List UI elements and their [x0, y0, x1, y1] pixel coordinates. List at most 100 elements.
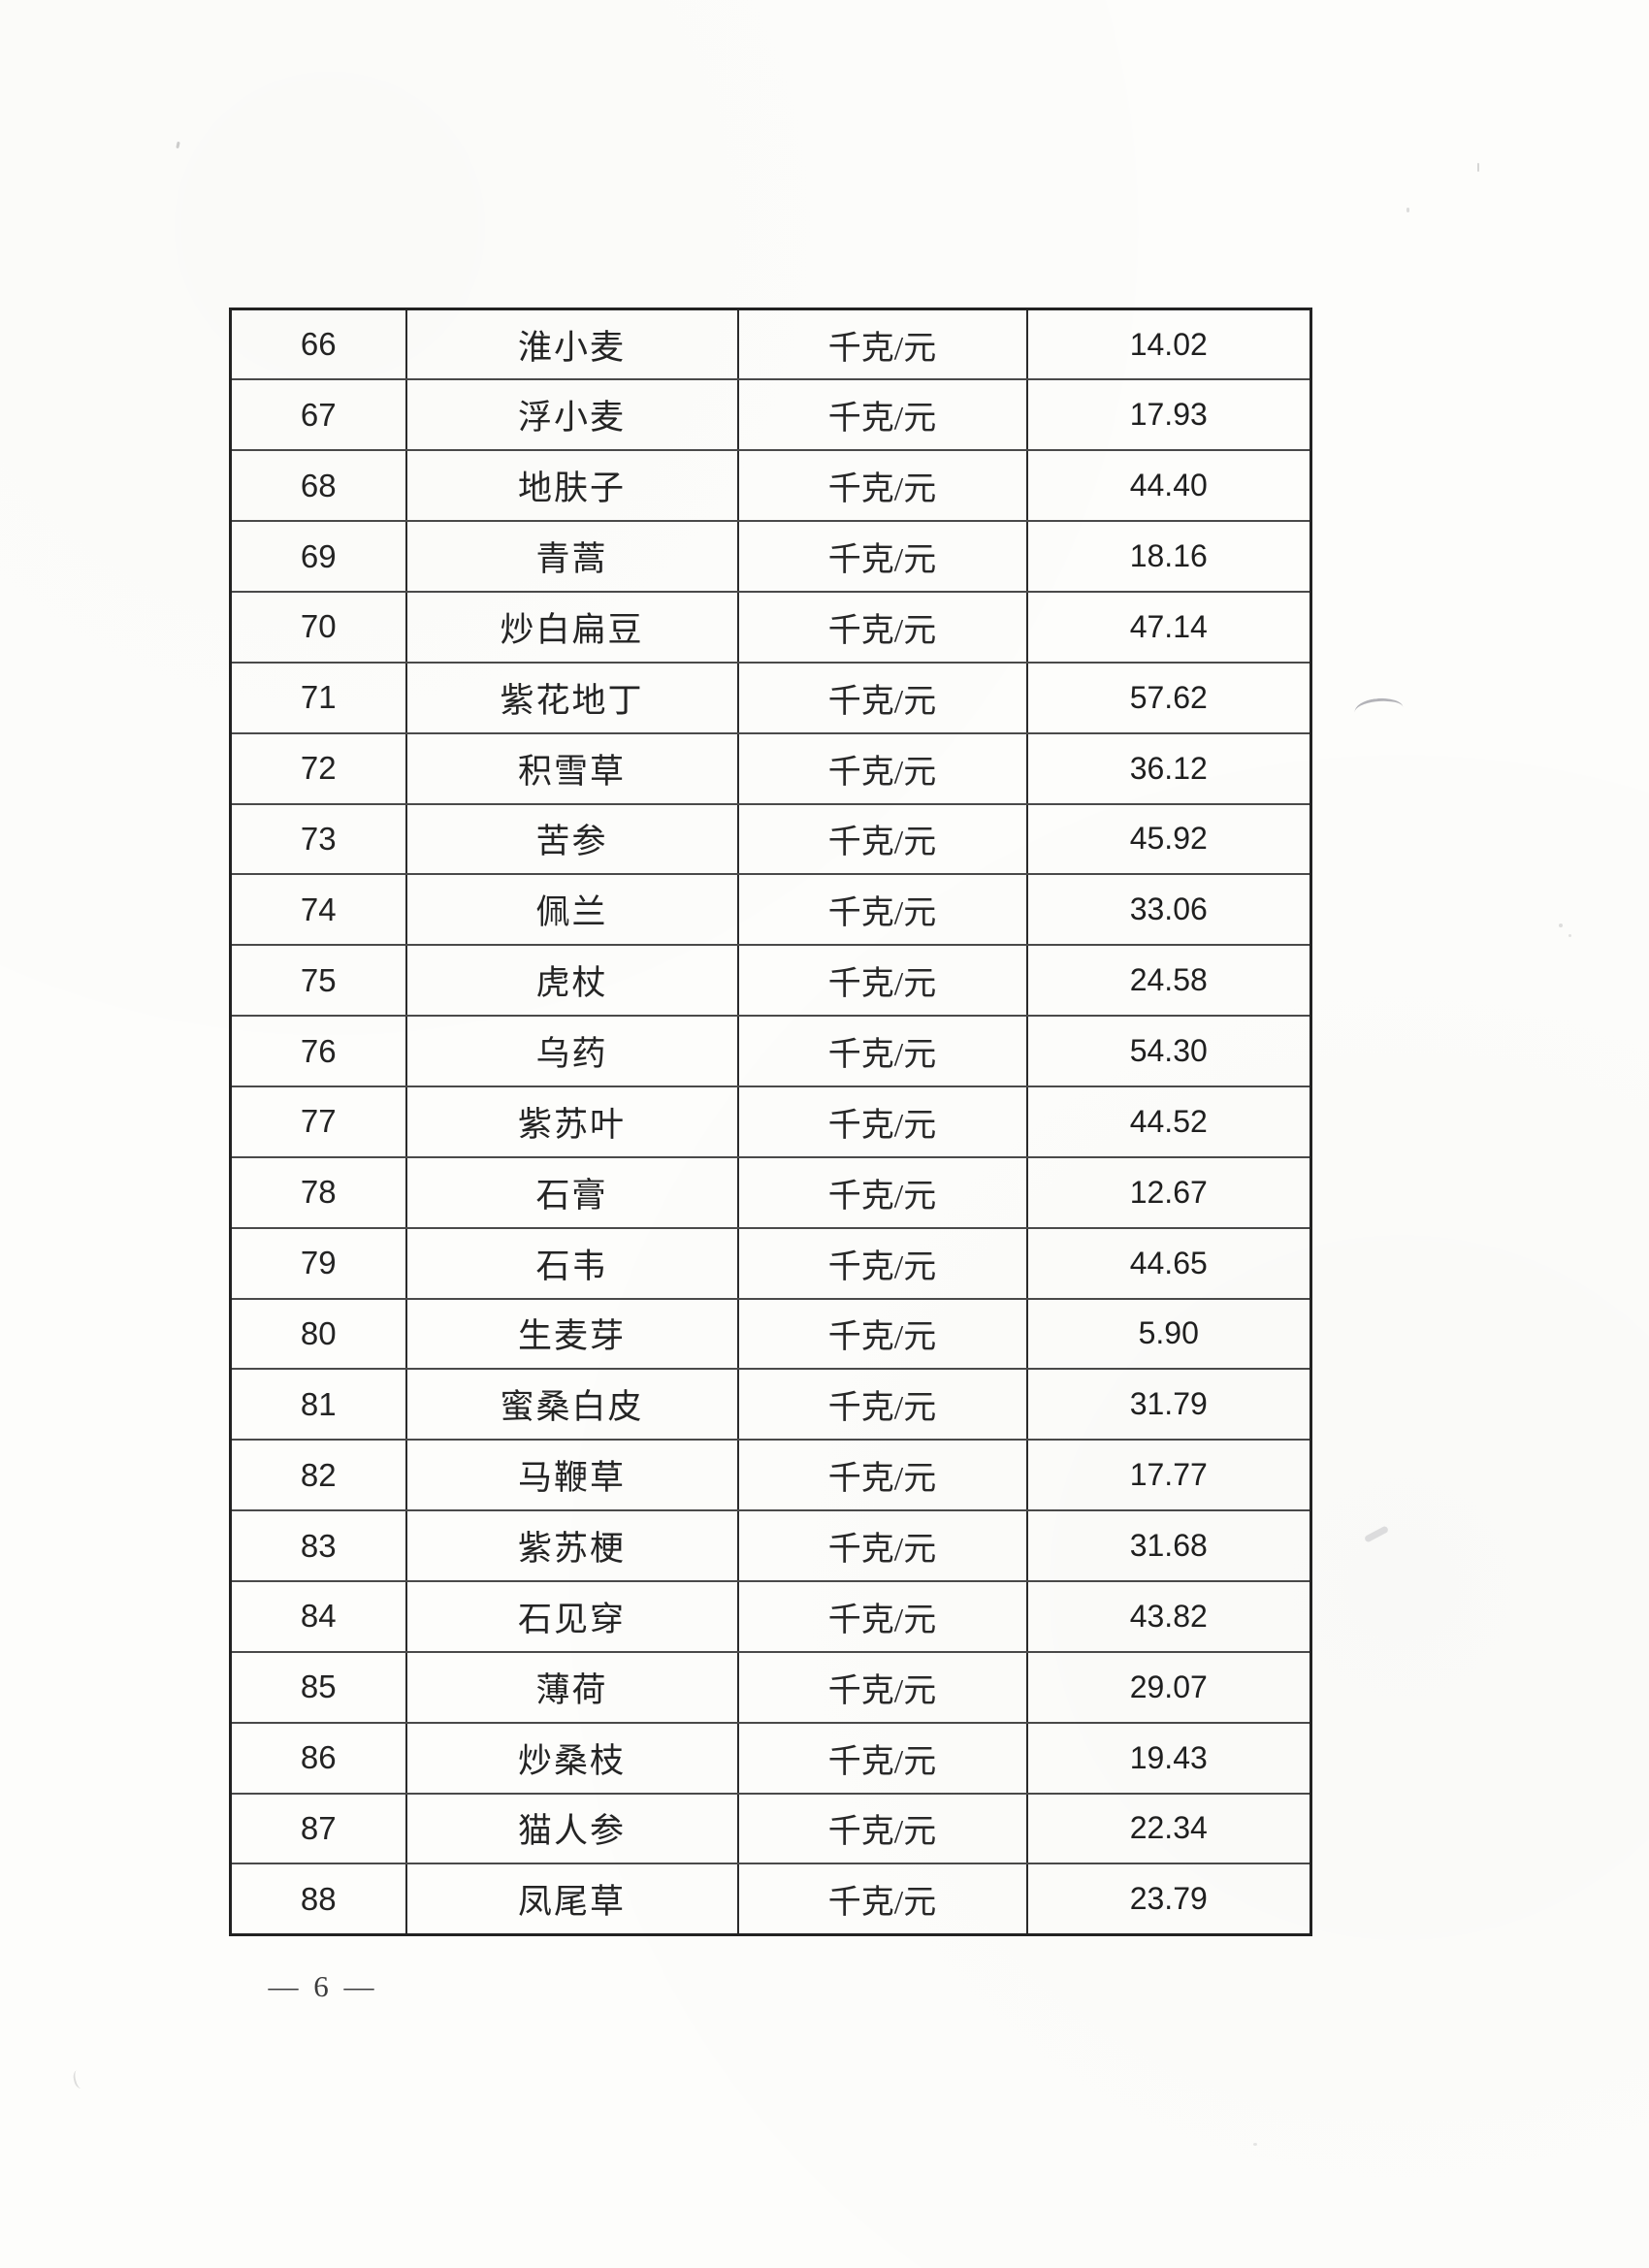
scan-artifact-dot	[1253, 2143, 1257, 2146]
price-cell: 57.62	[1025, 661, 1312, 734]
table-row: 78 石膏 千克/元 12.67	[229, 1155, 1312, 1229]
price-cell: 45.92	[1025, 802, 1312, 876]
herb-name-cell: 淮小麦	[404, 308, 739, 381]
row-number-cell: 80	[229, 1297, 407, 1371]
unit-cell: 千克/元	[736, 590, 1028, 664]
row-number-cell: 85	[229, 1650, 407, 1724]
herb-name-cell: 紫苏叶	[404, 1085, 739, 1158]
row-number-cell: 79	[229, 1226, 407, 1300]
table-row: 88 凤尾草 千克/元 23.79	[229, 1863, 1312, 1936]
unit-cell: 千克/元	[736, 520, 1028, 593]
unit-cell: 千克/元	[736, 378, 1028, 452]
row-number-cell: 84	[229, 1579, 407, 1653]
table-row: 67 浮小麦 千克/元 17.93	[229, 378, 1312, 452]
price-cell: 33.06	[1025, 873, 1312, 947]
row-number-cell: 77	[229, 1085, 407, 1158]
unit-cell: 千克/元	[736, 1368, 1028, 1442]
unit-cell: 千克/元	[736, 1650, 1028, 1724]
price-cell: 54.30	[1025, 1015, 1312, 1087]
herb-name-cell: 地肤子	[404, 449, 739, 523]
unit-cell: 千克/元	[736, 1226, 1028, 1300]
table-row: 74 佩兰 千克/元 33.06	[229, 873, 1312, 947]
price-cell: 36.12	[1025, 731, 1312, 805]
table-row: 79 石韦 千克/元 44.65	[229, 1226, 1312, 1300]
herb-name-cell: 虎杖	[404, 944, 739, 1018]
herb-name-cell: 炒白扁豆	[404, 590, 739, 664]
price-cell: 24.58	[1025, 944, 1312, 1018]
unit-cell: 千克/元	[736, 1721, 1028, 1795]
row-number-cell: 66	[229, 308, 407, 381]
price-cell: 19.43	[1025, 1721, 1312, 1795]
herb-price-table: 66 淮小麦 千克/元 14.02 67 浮小麦 千克/元 17.93 68 地…	[229, 308, 1312, 1936]
price-cell: 43.82	[1025, 1579, 1312, 1653]
price-cell: 18.16	[1025, 520, 1312, 593]
herb-name-cell: 蜜桑白皮	[404, 1368, 739, 1442]
table-row: 84 石见穿 千克/元 43.82	[229, 1579, 1312, 1653]
price-cell: 29.07	[1025, 1650, 1312, 1724]
table-row: 82 马鞭草 千克/元 17.77	[229, 1439, 1312, 1512]
table-row: 80 生麦芽 千克/元 5.90	[229, 1297, 1312, 1371]
row-number-cell: 83	[229, 1509, 407, 1582]
table-row: 81 蜜桑白皮 千克/元 31.79	[229, 1368, 1312, 1442]
herb-name-cell: 紫苏梗	[404, 1509, 739, 1582]
herb-name-cell: 青蒿	[404, 520, 739, 593]
row-number-cell: 76	[229, 1015, 407, 1087]
row-number-cell: 75	[229, 944, 407, 1018]
table-row: 77 紫苏叶 千克/元 44.52	[229, 1085, 1312, 1158]
row-number-cell: 82	[229, 1439, 407, 1512]
table-row: 72 积雪草 千克/元 36.12	[229, 731, 1312, 805]
herb-name-cell: 生麦芽	[404, 1297, 739, 1371]
unit-cell: 千克/元	[736, 1439, 1028, 1512]
unit-cell: 千克/元	[736, 1155, 1028, 1229]
herb-name-cell: 石韦	[404, 1226, 739, 1300]
price-cell: 12.67	[1025, 1155, 1312, 1229]
table-row: 68 地肤子 千克/元 44.40	[229, 449, 1312, 523]
herb-name-cell: 苦参	[404, 802, 739, 876]
table-row: 83 紫苏梗 千克/元 31.68	[229, 1509, 1312, 1582]
unit-cell: 千克/元	[736, 1792, 1028, 1865]
herb-name-cell: 马鞭草	[404, 1439, 739, 1512]
scan-artifact-speck	[1477, 163, 1479, 172]
price-cell: 47.14	[1025, 590, 1312, 664]
table-row: 66 淮小麦 千克/元 14.02	[229, 308, 1312, 381]
unit-cell: 千克/元	[736, 661, 1028, 734]
herb-name-cell: 凤尾草	[404, 1863, 739, 1936]
herb-name-cell: 猫人参	[404, 1792, 739, 1865]
unit-cell: 千克/元	[736, 1297, 1028, 1371]
price-cell: 5.90	[1025, 1297, 1312, 1371]
scan-artifact-dot	[1559, 923, 1563, 927]
row-number-cell: 88	[229, 1863, 407, 1936]
page-number: — 6 —	[268, 1969, 378, 2003]
row-number-cell: 68	[229, 449, 407, 523]
row-number-cell: 72	[229, 731, 407, 805]
price-cell: 17.93	[1025, 378, 1312, 452]
unit-cell: 千克/元	[736, 802, 1028, 876]
table-row: 73 苦参 千克/元 45.92	[229, 802, 1312, 876]
row-number-cell: 71	[229, 661, 407, 734]
scan-artifact-mark	[71, 2068, 87, 2090]
price-cell: 44.65	[1025, 1226, 1312, 1300]
table-row: 76 乌药 千克/元 54.30	[229, 1015, 1312, 1087]
row-number-cell: 78	[229, 1155, 407, 1229]
scan-artifact-smudge	[1363, 1525, 1390, 1543]
price-cell: 44.52	[1025, 1085, 1312, 1158]
scan-artifact-pen-mark	[1353, 696, 1404, 714]
herb-name-cell: 紫花地丁	[404, 661, 739, 734]
table-row: 87 猫人参 千克/元 22.34	[229, 1792, 1312, 1865]
unit-cell: 千克/元	[736, 731, 1028, 805]
herb-name-cell: 积雪草	[404, 731, 739, 805]
row-number-cell: 87	[229, 1792, 407, 1865]
unit-cell: 千克/元	[736, 1085, 1028, 1158]
herb-name-cell: 佩兰	[404, 873, 739, 947]
unit-cell: 千克/元	[736, 308, 1028, 381]
table-row: 69 青蒿 千克/元 18.16	[229, 520, 1312, 593]
price-cell: 44.40	[1025, 449, 1312, 523]
table-row: 75 虎杖 千克/元 24.58	[229, 944, 1312, 1018]
herb-name-cell: 乌药	[404, 1015, 739, 1087]
unit-cell: 千克/元	[736, 1579, 1028, 1653]
row-number-cell: 70	[229, 590, 407, 664]
row-number-cell: 81	[229, 1368, 407, 1442]
row-number-cell: 67	[229, 378, 407, 452]
unit-cell: 千克/元	[736, 944, 1028, 1018]
